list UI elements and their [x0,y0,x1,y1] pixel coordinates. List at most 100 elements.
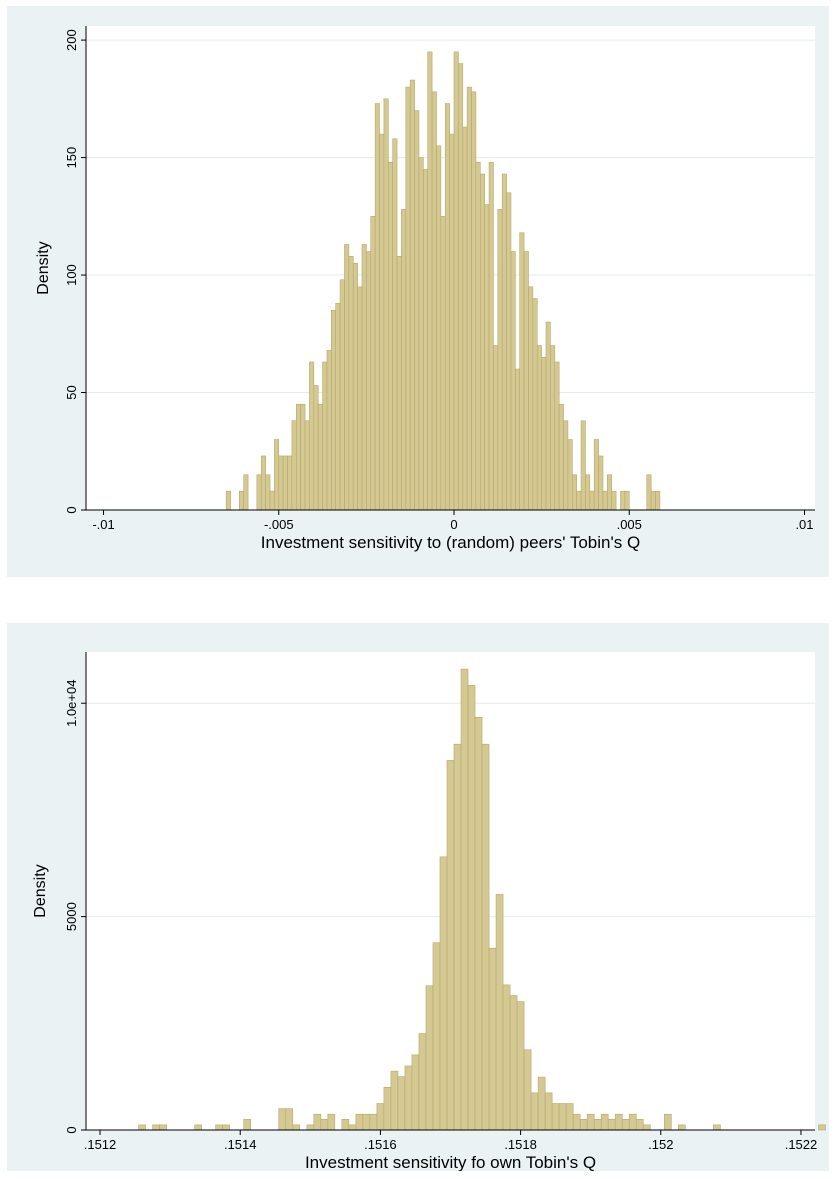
histogram-bar [285,1108,294,1131]
histogram-bar [467,684,476,1131]
histogram-bar [818,1124,826,1131]
histogram-bar [383,98,389,511]
histogram-bar [678,1124,686,1131]
histogram-bar [278,455,284,511]
histogram-bar [366,251,372,511]
histogram-bar [453,51,459,511]
histogram-bar [530,1092,539,1131]
histogram-bar [565,1103,574,1131]
histogram-bar [313,385,319,511]
histogram-bar [580,420,586,511]
x-axis-title: Investment sensitivity fo own Tobin's Q [305,1153,596,1171]
x-tick-label: .1512 [84,1137,117,1152]
y-tick-label: 50 [64,385,79,399]
histogram-bar [516,1001,525,1131]
peers-q-histogram: 0 50 100 150 200 -.01 -.005 0 .005 .01 Investment … [35,26,815,552]
histogram-bar [348,1124,357,1131]
histogram-bar [425,985,434,1131]
histogram-bar [523,1049,532,1131]
histogram-bar [635,1119,644,1131]
histogram-bar [509,995,518,1131]
histogram-bar [256,474,262,511]
own-q-histogram: 0 5000 1.0e+04 .1512 .1514 .1516 .1518 .152 .152… [32,652,826,1171]
histogram-bar [194,1124,202,1131]
histogram-bar [536,345,542,511]
histogram-bar [274,439,280,511]
histogram-bar [439,856,448,1131]
histogram-bar [278,1108,287,1131]
histogram-bar [544,1092,553,1131]
histogram-bar [387,161,393,511]
histogram-bar [383,1087,392,1131]
histogram-bar [510,251,516,511]
histogram-bar [589,490,595,511]
histogram-bar [449,133,455,511]
x-axis-title: Investment sensitivity to (random) peers… [261,533,640,552]
histogram-bar [495,894,504,1131]
histogram-bar [269,490,275,511]
histogram-bar [317,403,323,511]
histogram-bar [471,91,477,511]
histogram-bar [600,1113,609,1131]
histogram-bar [515,368,521,511]
y-tick-label: 200 [64,29,79,51]
histogram-bar [458,63,464,511]
histogram-bar [532,298,538,511]
histogram-bar [427,51,433,511]
histogram-bar [295,403,301,511]
histogram-bar [331,309,337,511]
histogram-bar [313,1113,322,1131]
histogram-bar [579,1119,588,1131]
histogram-bar [362,1113,371,1131]
x-tick-label: .152 [648,1137,673,1152]
x-tick-label: -.005 [264,517,294,532]
y-axis-title: Density [32,864,49,917]
histogram-bar [379,133,385,511]
histogram-bar [453,743,462,1131]
histogram-bar [488,947,497,1131]
histogram-bar [397,1076,406,1131]
histogram-bar [551,1103,560,1131]
histogram-bar [481,743,490,1131]
histogram-bar [598,455,604,511]
histogram-bar [713,1124,721,1131]
histogram-bar [621,1119,630,1131]
x-tick-label: .1516 [364,1137,397,1152]
histogram-bar [392,138,398,511]
histogram-bar [335,302,341,511]
histogram-bar [537,1076,546,1131]
histogram-bar [558,403,564,511]
y-tick-label: 5000 [64,902,79,931]
histogram-bar [607,474,613,511]
histogram-bar [300,403,306,511]
histogram-bar [423,169,429,511]
histogram-bar [475,161,481,511]
histogram-bar [479,173,485,511]
histogram-bar [519,232,525,511]
histogram-bar [628,1113,637,1131]
histogram-bar [306,1124,315,1131]
histogram-bar [374,103,380,511]
histogram-bar [460,668,469,1131]
y-tick-label: 0 [64,506,79,513]
histogram-bar [611,490,617,511]
histogram-bar [357,286,363,511]
histogram-bar [446,760,455,1131]
histogram-bar [474,716,483,1131]
histogram-bar [411,1054,420,1131]
x-tick-label: 0 [450,517,457,532]
histogram-bar [493,345,499,511]
histogram-bar [646,474,652,511]
y-axis-title: Density [35,241,52,294]
histogram-bar [602,490,608,511]
histogram-bar [369,1113,378,1131]
histogram-bar [624,490,630,511]
histogram-bar [488,161,494,511]
histogram-bar [414,110,420,511]
histogram-bar [462,126,468,511]
histogram-bar [344,244,350,511]
histogram-bar [528,286,534,511]
histogram-bar [563,420,569,511]
histogram-bar [292,1124,301,1131]
histogram-bar [663,1113,672,1131]
